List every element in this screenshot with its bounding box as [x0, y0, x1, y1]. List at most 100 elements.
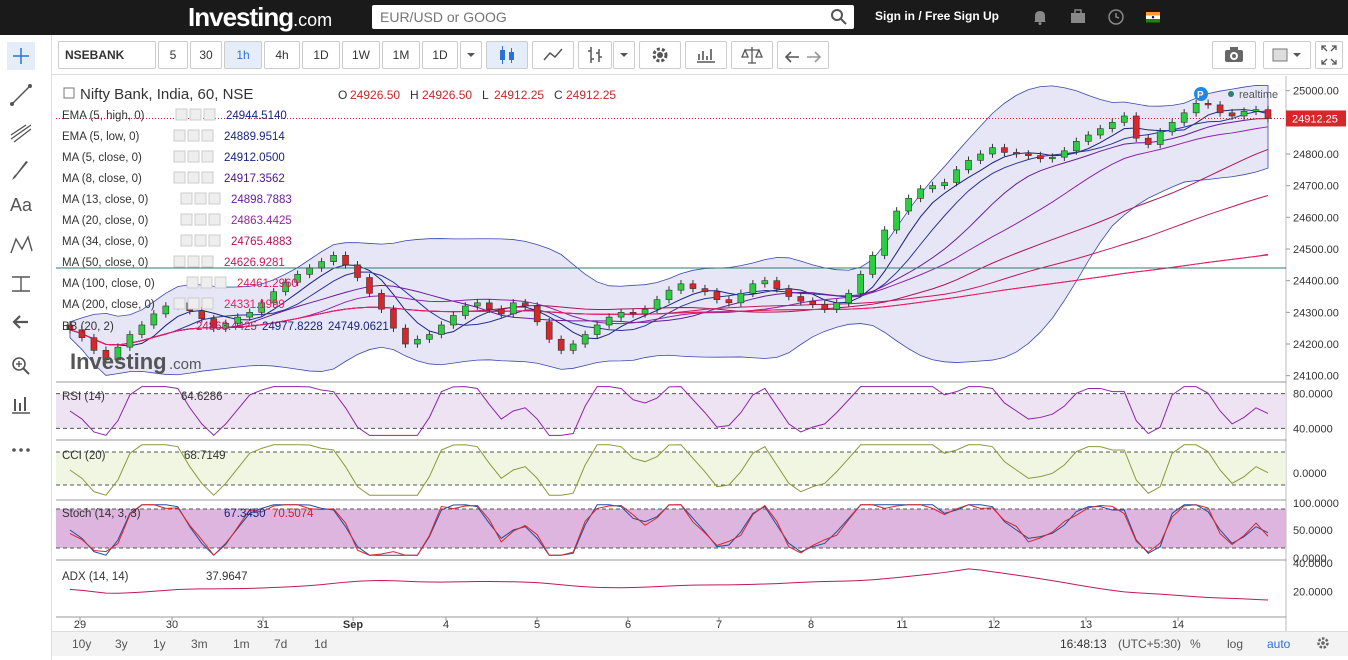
candle-body[interactable] [1025, 153, 1032, 156]
indicator-action-icon[interactable] [187, 255, 200, 268]
candle-body[interactable] [150, 313, 158, 326]
candle-body[interactable] [701, 288, 709, 293]
candle-body[interactable] [378, 293, 385, 310]
interval-button-1h-2[interactable]: 1h [224, 41, 262, 69]
fib-tool-icon[interactable] [6, 117, 36, 147]
candle-body[interactable] [881, 229, 888, 256]
candle-body[interactable] [677, 283, 685, 291]
interval-button-1w-5[interactable]: 1W [342, 41, 380, 69]
indicator-action-icon[interactable] [187, 150, 200, 163]
range-1d[interactable]: 1d [314, 637, 328, 651]
candle-body[interactable] [545, 321, 553, 340]
candle-body[interactable] [893, 210, 900, 231]
redo-icon[interactable] [803, 42, 825, 68]
auto-toggle[interactable]: auto [1267, 637, 1291, 651]
range-1y[interactable]: 1y [153, 637, 166, 651]
trend-line-icon[interactable] [6, 80, 36, 110]
indicator-action-icon[interactable] [201, 297, 214, 310]
candle-body[interactable] [989, 147, 996, 155]
interval-button-1m-6[interactable]: 1M [382, 41, 420, 69]
line-chart-button[interactable] [532, 41, 574, 69]
range-3y[interactable]: 3y [115, 637, 128, 651]
candle-body[interactable] [497, 308, 505, 315]
candle-body[interactable] [1085, 134, 1092, 142]
candle-body[interactable] [1132, 115, 1140, 139]
range-10y[interactable]: 10y [72, 637, 92, 651]
candle-body[interactable] [773, 280, 781, 289]
interval-button-1d-4[interactable]: 1D [302, 41, 340, 69]
indicator-action-icon[interactable] [180, 213, 193, 226]
candle-body[interactable] [282, 281, 289, 293]
candle-body[interactable] [294, 274, 301, 283]
candle-body[interactable] [761, 280, 769, 285]
indicator-action-icon[interactable] [194, 192, 207, 205]
candle-body[interactable] [941, 182, 948, 186]
candle-body[interactable] [114, 346, 122, 361]
indicator-action-icon[interactable] [187, 171, 200, 184]
layout-button[interactable] [1263, 41, 1311, 69]
candle-body[interactable] [821, 304, 829, 310]
candle-body[interactable] [977, 153, 984, 161]
screenshot-button[interactable] [1212, 41, 1256, 69]
candle-body[interactable] [1108, 122, 1116, 129]
candle-body[interactable] [533, 305, 541, 323]
collapse-legend-icon[interactable] [63, 87, 75, 99]
candle-body[interactable] [653, 299, 661, 310]
fullscreen-button[interactable] [1315, 41, 1343, 69]
candle-body[interactable] [342, 255, 349, 266]
indicator-action-icon[interactable] [201, 150, 214, 163]
search-input[interactable] [372, 5, 812, 29]
candle-body[interactable] [713, 291, 721, 300]
candle-body[interactable] [857, 274, 864, 294]
candle-body[interactable] [833, 302, 841, 310]
candle-body[interactable] [1073, 141, 1080, 152]
candle-body[interactable] [809, 300, 817, 305]
candle-body[interactable] [138, 324, 146, 335]
indicator-action-icon[interactable] [173, 129, 186, 142]
indicator-action-icon[interactable] [208, 213, 221, 226]
indicator-action-icon[interactable] [180, 192, 193, 205]
indicator-action-icon[interactable] [201, 171, 214, 184]
candle-body[interactable] [126, 334, 134, 348]
candle-body[interactable] [366, 277, 373, 294]
candle-body[interactable] [270, 291, 277, 304]
indicator-action-icon[interactable] [180, 234, 193, 247]
candle-body[interactable] [438, 324, 445, 335]
percent-toggle[interactable]: % [1190, 637, 1201, 651]
candle-body[interactable] [318, 261, 325, 269]
indicator-action-icon[interactable] [187, 297, 200, 310]
candle-body[interactable] [1192, 103, 1200, 114]
indicator-action-icon[interactable] [208, 234, 221, 247]
candle-body[interactable] [509, 302, 517, 315]
candle-body[interactable] [210, 318, 218, 329]
candle-body[interactable] [929, 185, 936, 190]
candle-body[interactable] [689, 283, 697, 289]
candle-body[interactable] [1252, 109, 1260, 112]
candle-body[interactable] [1013, 152, 1020, 155]
indicator-action-icon[interactable] [214, 276, 227, 289]
range-7d[interactable]: 7d [274, 637, 288, 651]
undo-icon[interactable] [781, 42, 803, 68]
interval-button-30-1[interactable]: 30 [190, 41, 222, 69]
indicator-action-icon[interactable] [200, 276, 213, 289]
indicator-action-icon[interactable] [173, 255, 186, 268]
interval-dropdown[interactable] [460, 41, 482, 69]
candle-body[interactable] [617, 312, 625, 318]
brush-icon[interactable] [6, 156, 36, 186]
signin-link[interactable]: Sign in / Free Sign Up [875, 9, 1000, 23]
candle-body[interactable] [1037, 155, 1044, 160]
candle-body[interactable] [737, 293, 745, 304]
indicator-action-icon[interactable] [194, 213, 207, 226]
candle-body[interactable] [521, 302, 529, 307]
candle-body[interactable] [78, 329, 86, 338]
settings-button[interactable] [639, 41, 681, 69]
candle-body[interactable] [845, 293, 853, 304]
indicator-list-icon[interactable] [6, 389, 36, 419]
candle-body[interactable] [474, 302, 481, 307]
chart-area[interactable]: 25000.0024900.0024800.0024700.0024600.00… [56, 76, 1346, 631]
candles-button[interactable] [486, 41, 528, 69]
zoom-icon[interactable] [6, 351, 36, 381]
chart-type-dropdown[interactable] [613, 41, 635, 69]
candle-body[interactable] [749, 283, 757, 294]
candle-body[interactable] [1049, 156, 1056, 160]
